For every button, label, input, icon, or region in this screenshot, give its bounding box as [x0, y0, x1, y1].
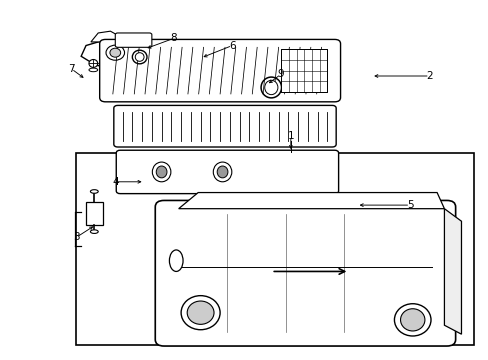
- Text: 7: 7: [68, 64, 75, 74]
- FancyBboxPatch shape: [100, 40, 340, 102]
- Ellipse shape: [217, 166, 227, 178]
- Ellipse shape: [110, 48, 121, 57]
- Ellipse shape: [135, 53, 144, 61]
- FancyBboxPatch shape: [116, 150, 338, 194]
- Ellipse shape: [181, 296, 220, 330]
- Ellipse shape: [152, 162, 170, 182]
- Polygon shape: [444, 209, 461, 334]
- Ellipse shape: [89, 68, 98, 72]
- Ellipse shape: [187, 301, 214, 324]
- Bar: [281, 49, 327, 92]
- Ellipse shape: [132, 50, 147, 64]
- Ellipse shape: [261, 77, 281, 98]
- Polygon shape: [178, 193, 444, 209]
- Text: 9: 9: [277, 69, 284, 79]
- Bar: [76, 153, 473, 345]
- Ellipse shape: [213, 162, 231, 182]
- Polygon shape: [81, 39, 142, 69]
- Text: 3: 3: [73, 232, 80, 242]
- FancyBboxPatch shape: [155, 201, 455, 346]
- Bar: [86, 202, 103, 225]
- Ellipse shape: [106, 45, 124, 60]
- Ellipse shape: [90, 230, 98, 233]
- Ellipse shape: [400, 309, 424, 331]
- Text: 8: 8: [170, 33, 177, 43]
- FancyBboxPatch shape: [115, 33, 152, 47]
- Ellipse shape: [394, 304, 430, 336]
- Text: 4: 4: [112, 177, 119, 187]
- Ellipse shape: [90, 190, 98, 193]
- Ellipse shape: [169, 250, 183, 271]
- FancyBboxPatch shape: [114, 105, 335, 147]
- Text: 2: 2: [426, 71, 432, 81]
- Polygon shape: [91, 31, 120, 42]
- Text: 5: 5: [406, 200, 413, 210]
- Text: 6: 6: [228, 41, 235, 50]
- Ellipse shape: [89, 59, 98, 67]
- Text: 1: 1: [287, 131, 294, 141]
- Ellipse shape: [156, 166, 166, 178]
- Ellipse shape: [264, 80, 277, 95]
